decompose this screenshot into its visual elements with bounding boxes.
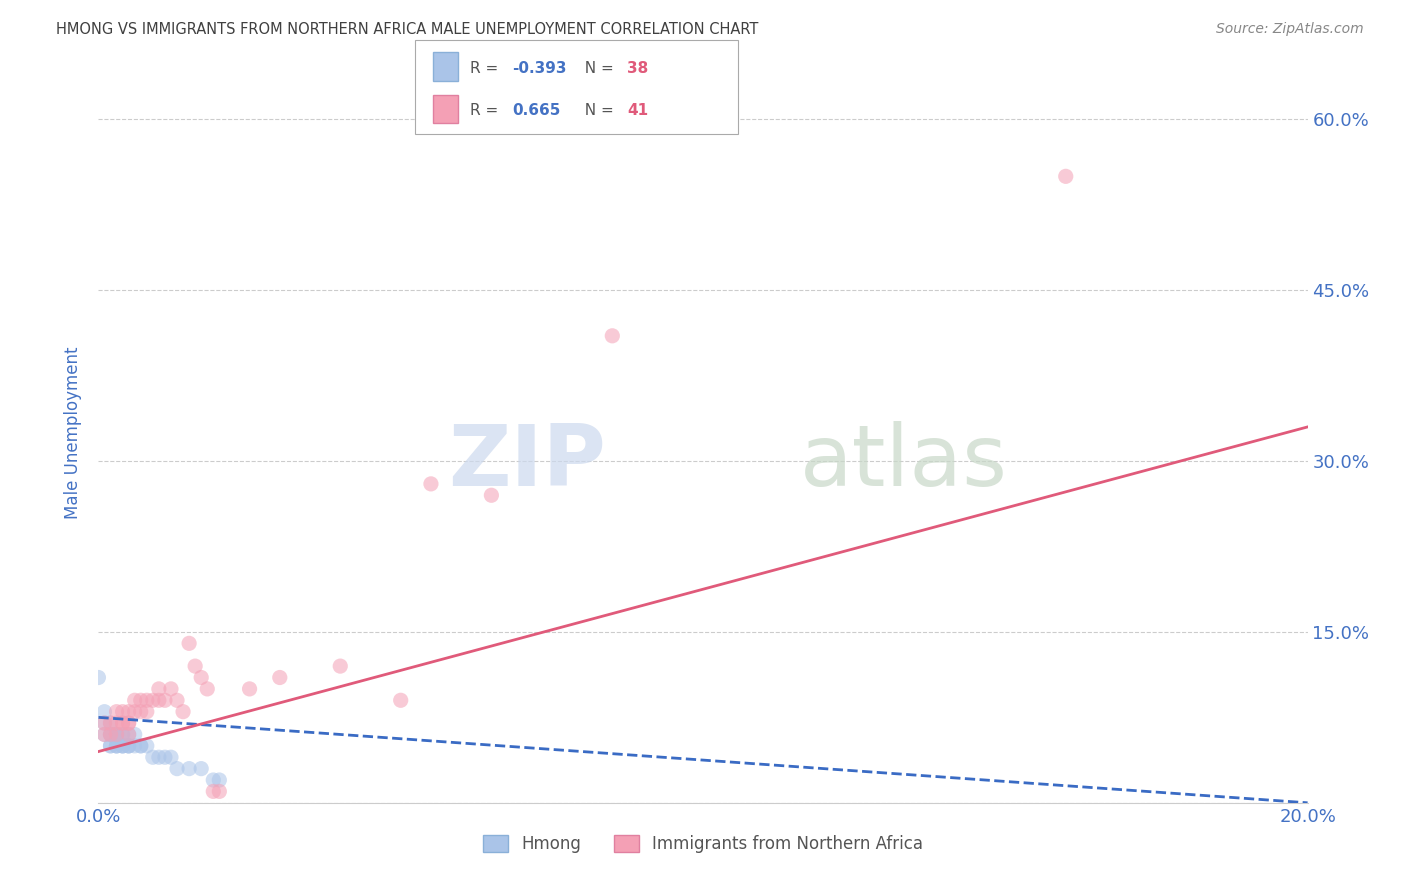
- Point: [124, 705, 146, 719]
- Point: [87, 671, 110, 685]
- Point: [118, 705, 141, 719]
- Point: [172, 705, 194, 719]
- Point: [208, 772, 231, 787]
- Text: ZIP: ZIP: [449, 421, 606, 504]
- Point: [100, 727, 122, 741]
- Point: [148, 681, 170, 696]
- Point: [93, 716, 115, 731]
- Text: R =: R =: [470, 61, 503, 76]
- Point: [105, 727, 128, 741]
- Point: [160, 750, 183, 764]
- Point: [329, 659, 352, 673]
- Point: [111, 705, 134, 719]
- Point: [135, 739, 157, 753]
- Text: N =: N =: [575, 103, 619, 119]
- Point: [93, 727, 115, 741]
- Point: [111, 739, 134, 753]
- Point: [105, 716, 128, 731]
- Point: [118, 727, 141, 741]
- Point: [105, 739, 128, 753]
- Point: [184, 659, 207, 673]
- Point: [118, 739, 141, 753]
- Point: [142, 693, 165, 707]
- Text: 41: 41: [627, 103, 648, 119]
- Point: [420, 476, 443, 491]
- Point: [153, 693, 176, 707]
- Point: [124, 739, 146, 753]
- Point: [100, 739, 122, 753]
- Point: [190, 762, 212, 776]
- Point: [93, 716, 115, 731]
- Point: [118, 716, 141, 731]
- Point: [93, 727, 115, 741]
- Point: [269, 671, 291, 685]
- Legend: Hmong, Immigrants from Northern Africa: Hmong, Immigrants from Northern Africa: [474, 826, 932, 861]
- Point: [142, 750, 165, 764]
- Text: R =: R =: [470, 103, 508, 119]
- Point: [111, 727, 134, 741]
- Point: [111, 716, 134, 731]
- Point: [481, 488, 503, 502]
- Point: [179, 636, 201, 650]
- Point: [111, 727, 134, 741]
- Point: [105, 727, 128, 741]
- Point: [166, 693, 188, 707]
- Point: [190, 671, 212, 685]
- Point: [129, 739, 152, 753]
- Point: [100, 727, 122, 741]
- Text: 38: 38: [627, 61, 648, 76]
- Point: [105, 739, 128, 753]
- Text: HMONG VS IMMIGRANTS FROM NORTHERN AFRICA MALE UNEMPLOYMENT CORRELATION CHART: HMONG VS IMMIGRANTS FROM NORTHERN AFRICA…: [56, 22, 759, 37]
- Point: [105, 705, 128, 719]
- Point: [202, 784, 225, 798]
- Point: [100, 716, 122, 731]
- Point: [118, 739, 141, 753]
- Point: [208, 784, 231, 798]
- Point: [148, 693, 170, 707]
- Point: [111, 739, 134, 753]
- Point: [100, 739, 122, 753]
- Point: [129, 705, 152, 719]
- Point: [160, 681, 183, 696]
- Point: [118, 739, 141, 753]
- Text: 0.665: 0.665: [512, 103, 560, 119]
- Text: Source: ZipAtlas.com: Source: ZipAtlas.com: [1216, 22, 1364, 37]
- Point: [148, 750, 170, 764]
- Point: [100, 716, 122, 731]
- Point: [124, 727, 146, 741]
- Text: atlas: atlas: [800, 421, 1008, 504]
- Point: [179, 762, 201, 776]
- Point: [202, 772, 225, 787]
- Point: [118, 716, 141, 731]
- Point: [105, 727, 128, 741]
- Point: [602, 328, 624, 343]
- Point: [129, 739, 152, 753]
- Y-axis label: Male Unemployment: Male Unemployment: [65, 346, 83, 519]
- Point: [135, 693, 157, 707]
- Point: [239, 681, 262, 696]
- Point: [166, 762, 188, 776]
- Point: [129, 693, 152, 707]
- Point: [153, 750, 176, 764]
- Text: N =: N =: [575, 61, 619, 76]
- Point: [135, 705, 157, 719]
- Point: [111, 716, 134, 731]
- Point: [105, 739, 128, 753]
- Point: [105, 727, 128, 741]
- Point: [111, 739, 134, 753]
- Point: [389, 693, 412, 707]
- Point: [93, 705, 115, 719]
- Point: [195, 681, 218, 696]
- Point: [124, 693, 146, 707]
- Text: -0.393: -0.393: [512, 61, 567, 76]
- Point: [1054, 169, 1077, 184]
- Point: [100, 727, 122, 741]
- Point: [118, 727, 141, 741]
